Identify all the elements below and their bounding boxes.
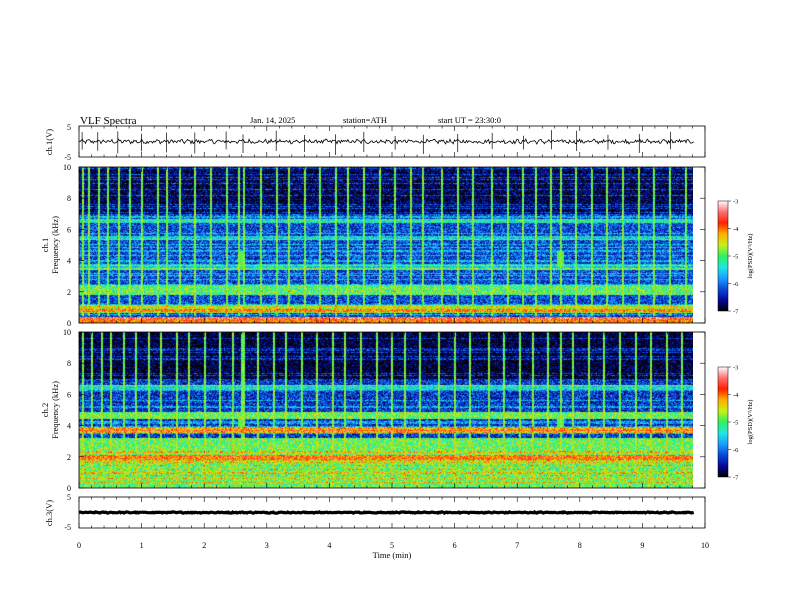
ch1-spectrogram-panel: 0 2 4 6 8 10 ch.1 Frequency (kHz) [40, 163, 706, 328]
date-label: Jan. 14, 2025 [250, 115, 295, 125]
colorbar-tick-label: -6 [733, 281, 739, 288]
ch3-ytick-top: 5 [67, 493, 71, 502]
ch3-waveform-xticks [78, 497, 706, 528]
ch1-waveform-trace [78, 130, 694, 155]
colorbar-tick-label: -4 [733, 226, 739, 233]
colorbar-tick-label: -3 [733, 199, 738, 206]
ch2-spectrogram-yticks: 0 2 4 6 8 10 [63, 328, 705, 493]
ch3-waveform-ylabel: ch.3(V) [44, 500, 54, 526]
waveform-line [78, 138, 694, 145]
figure-title: VLF Spectra [80, 115, 137, 127]
colorbar-tick-label: -7 [733, 475, 739, 482]
time-tick-label: 0 [77, 541, 81, 550]
ch1-colorbar-gradient [718, 201, 728, 311]
y-tick-label: 0 [67, 319, 71, 328]
ch3-ytick-bottom: -5 [64, 523, 71, 532]
time-tick-label: 9 [640, 541, 644, 550]
time-axis-xlabel: Time (min) [373, 550, 412, 560]
y-tick-label: 6 [67, 225, 71, 234]
y-tick-label: 8 [67, 359, 71, 368]
colorbar-tick-label: -7 [733, 309, 739, 316]
y-tick-label: 8 [67, 194, 71, 203]
ch1-ytick-top: 5 [67, 123, 71, 132]
time-tick-label: 3 [265, 541, 269, 550]
ch2-colorbar: -3 -4 -5 -6 -7 log(PSD)(V²/Hz) [717, 365, 754, 482]
start-time-label: start UT = 23:30:0 [438, 115, 501, 125]
ch2-colorbar-ticks: -3 -4 -5 -6 -7 [728, 365, 739, 482]
colorbar-tick-label: -6 [733, 447, 739, 454]
ch1-spectrogram-xticks [78, 167, 706, 323]
time-tick-label: 8 [578, 541, 582, 550]
time-tick-label: 2 [202, 541, 206, 550]
y-tick-label: 4 [67, 422, 71, 431]
ch1-waveform-ylabel: ch.1(V) [44, 129, 54, 155]
ch1-spectrogram-ylabel: ch.1 [40, 238, 50, 252]
ch3-waveform-panel: 5 -5 ch.3(V) 0 1 2 3 4 5 6 7 8 9 10 Time (min) [44, 493, 709, 560]
y-tick-label: 10 [63, 163, 71, 172]
ch1-colorbar-ticks: -3 -4 -5 -6 -7 [728, 199, 739, 316]
y-tick-label: 2 [67, 453, 71, 462]
ch2-spectrogram-ylabel: ch.2 [40, 403, 50, 417]
ch1-waveform-panel: 5 -5 ch.1(V) [44, 123, 706, 162]
time-axis-tick-labels: 0 1 2 3 4 5 6 7 8 9 10 [77, 541, 709, 550]
y-tick-label: 6 [67, 390, 71, 399]
colorbar-tick-label: -4 [733, 392, 739, 399]
station-label: station=ATH [343, 115, 387, 125]
time-tick-label: 5 [390, 541, 394, 550]
colorbar-tick-label: -3 [733, 365, 738, 372]
colorbar-tick-label: -5 [733, 254, 738, 261]
ch2-spectrogram-image [79, 332, 693, 488]
ch3-waveform-trace [78, 509, 695, 515]
ch1-frequency-ylabel: Frequency (kHz) [50, 216, 60, 274]
ch1-waveform-xticks [78, 126, 706, 157]
ch1-ytick-bottom: -5 [64, 153, 71, 162]
ch1-spectrogram-image [79, 167, 693, 323]
ch2-spectrogram-xticks [78, 332, 706, 488]
y-tick-label: 10 [63, 328, 71, 337]
time-tick-label: 1 [140, 541, 144, 550]
ch2-frequency-ylabel: Frequency (kHz) [50, 381, 60, 439]
y-tick-label: 0 [67, 484, 71, 493]
time-tick-label: 6 [453, 541, 457, 550]
time-tick-label: 7 [515, 541, 519, 550]
colorbar-tick-label: -5 [733, 420, 738, 427]
waveform-line [78, 509, 695, 515]
y-tick-label: 4 [67, 257, 71, 266]
ch2-spectrogram-panel: 0 2 4 6 8 10 ch.2 Frequency (kHz) [40, 328, 706, 493]
y-tick-label: 2 [67, 288, 71, 297]
ch1-spectrogram-yticks: 0 2 4 6 8 10 [63, 163, 705, 328]
time-tick-label: 10 [701, 541, 709, 550]
ch2-colorbar-label: log(PSD)(V²/Hz) [747, 400, 754, 445]
ch2-colorbar-gradient [718, 367, 728, 477]
ch1-colorbar-label: log(PSD)(V²/Hz) [747, 234, 754, 279]
time-tick-label: 4 [327, 541, 331, 550]
ch1-colorbar: -3 -4 -5 -6 -7 log(PSD)(V²/Hz) [717, 199, 754, 316]
